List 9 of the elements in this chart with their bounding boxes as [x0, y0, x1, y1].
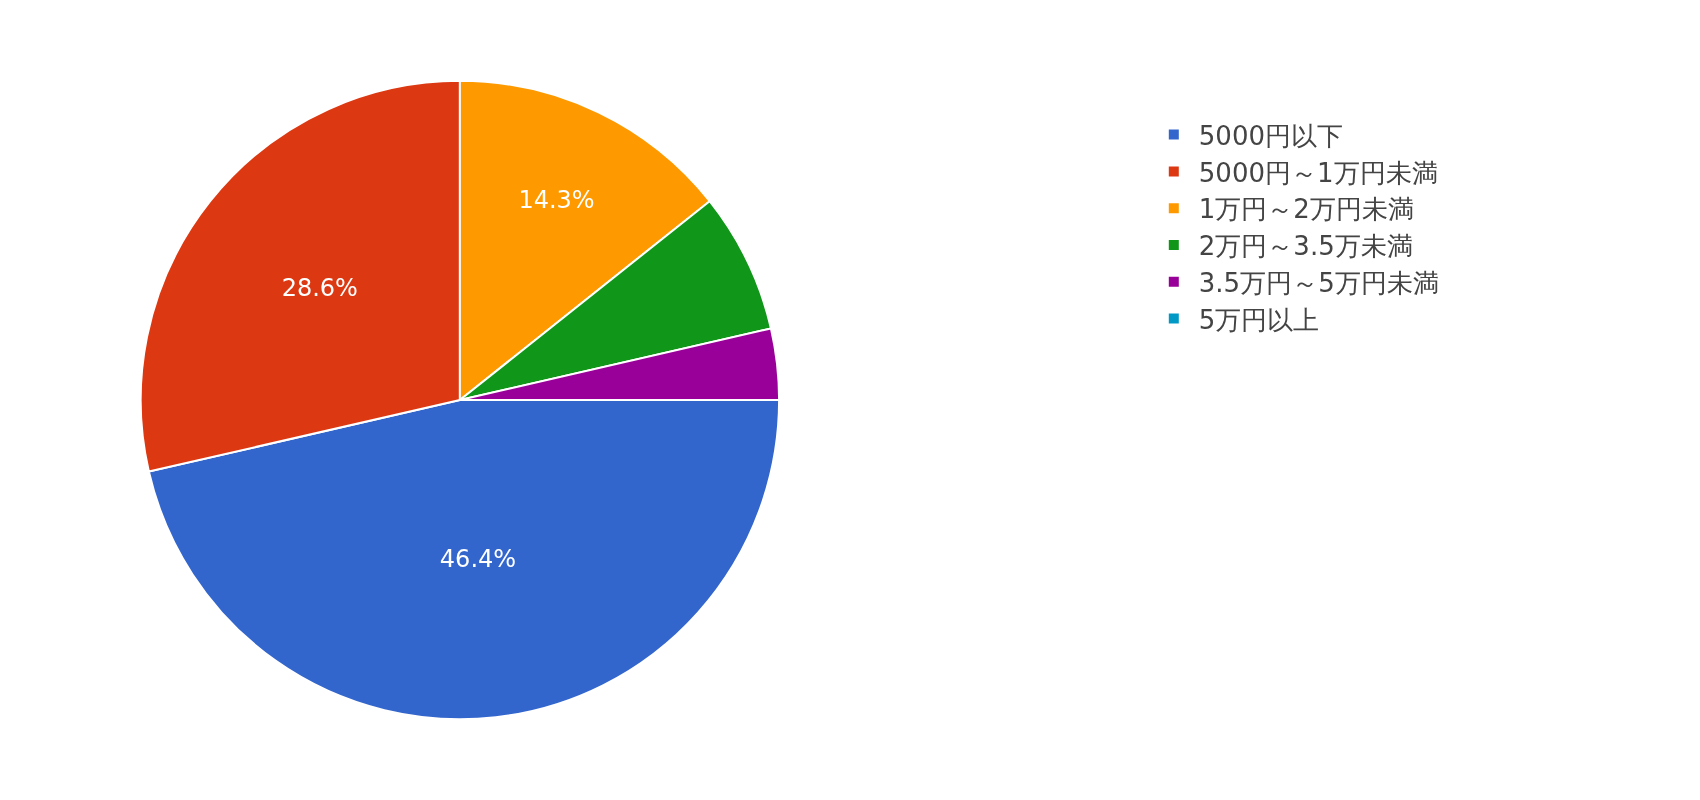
legend-label: 5000円以下: [1198, 120, 1343, 151]
data-label: 14.3%: [518, 185, 595, 214]
legend-label: 5000円～1万円未満: [1198, 157, 1438, 188]
legend-label: 2万円～3.5万未満: [1198, 231, 1413, 262]
data-label: 46.4%: [439, 545, 517, 574]
legend-label: 3.5万円～5万円未満: [1198, 267, 1439, 298]
legend-label: 5万円以上: [1198, 304, 1320, 335]
legend-label: 1万円～2万円未満: [1198, 194, 1414, 225]
data-label: 28.6%: [281, 274, 358, 303]
